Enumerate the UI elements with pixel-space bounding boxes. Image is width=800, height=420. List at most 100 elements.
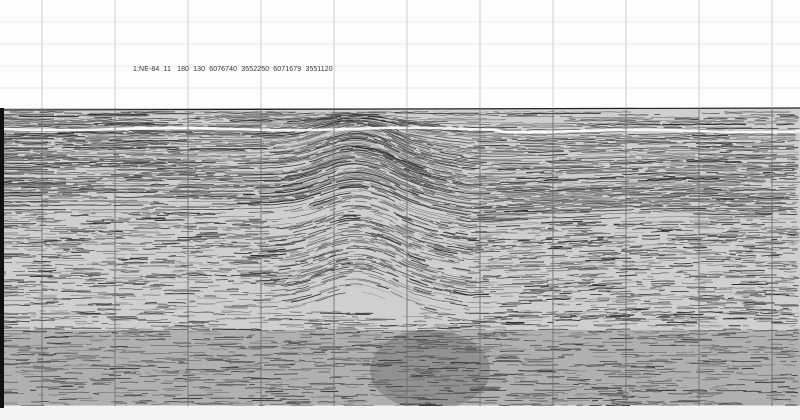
reflector-trace <box>118 218 131 220</box>
reflector-trace <box>231 127 274 129</box>
reflector-trace <box>284 160 351 178</box>
reflector-trace <box>259 243 296 248</box>
reflector-trace <box>776 123 795 126</box>
reflector-trace <box>316 206 324 210</box>
reflector-trace <box>460 194 497 197</box>
reflector-trace <box>343 167 422 191</box>
reflector-trace <box>418 139 461 148</box>
reflector-trace <box>401 219 439 232</box>
reflector-trace <box>431 195 505 204</box>
reflector-trace <box>265 232 302 238</box>
reflector-trace <box>516 176 559 180</box>
reflector-trace <box>189 124 214 126</box>
reflector-trace <box>53 211 73 213</box>
reflector-trace <box>193 240 206 242</box>
reflector-trace <box>491 162 540 165</box>
reflector-trace <box>62 242 99 244</box>
reflector-trace <box>737 162 750 165</box>
reflector-trace <box>82 143 149 145</box>
reflector-trace <box>658 188 695 191</box>
reflector-trace <box>367 120 398 127</box>
reflector-trace <box>602 253 621 255</box>
reflector-trace <box>768 165 799 167</box>
reflector-trace <box>557 240 588 243</box>
reflector-trace <box>432 170 487 179</box>
reflector-trace <box>752 181 765 183</box>
reflector-trace <box>335 178 397 191</box>
reflector-trace <box>427 118 506 121</box>
reflector-trace <box>747 161 796 164</box>
reflector-trace <box>280 170 318 179</box>
reflector-trace <box>699 295 724 297</box>
reflector-trace <box>686 190 741 192</box>
reflector-trace <box>418 121 491 125</box>
reflector-trace <box>18 181 97 183</box>
reflector-trace <box>404 216 429 226</box>
reflector-trace <box>702 167 739 169</box>
reflector-trace <box>267 141 322 153</box>
reflector-trace <box>455 185 486 189</box>
reflector-trace <box>572 217 621 220</box>
reflector-trace <box>286 167 353 185</box>
reflector-trace <box>649 189 728 192</box>
reflector-trace <box>428 169 471 180</box>
reflector-trace <box>86 184 165 187</box>
reflector-trace <box>547 243 566 245</box>
reflector-trace <box>203 196 252 198</box>
reflector-trace <box>593 324 613 327</box>
reflector-trace <box>84 273 109 276</box>
reflector-trace <box>621 264 634 266</box>
reflector-trace <box>791 242 798 244</box>
reflector-trace <box>220 182 287 186</box>
reflector-trace <box>311 199 342 211</box>
reflector-trace <box>337 227 363 231</box>
reflector-trace <box>0 184 79 187</box>
reflector-trace <box>711 197 790 200</box>
reflector-trace <box>581 201 642 206</box>
reflector-trace <box>642 157 649 159</box>
reflector-trace <box>56 180 81 182</box>
reflector-trace <box>724 239 737 242</box>
reflector-trace <box>657 250 688 252</box>
reflector-trace <box>189 241 202 243</box>
reflector-trace <box>560 204 633 208</box>
reflector-trace <box>540 172 553 174</box>
reflector-trace <box>524 265 561 268</box>
reflector-trace <box>647 177 720 181</box>
reflector-trace <box>89 112 132 114</box>
reflector-trace <box>742 165 762 167</box>
reflector-trace <box>638 173 687 176</box>
reflector-trace <box>409 242 422 249</box>
reflector-trace <box>267 223 292 226</box>
reflector-trace <box>215 318 247 320</box>
reflector-trace <box>325 163 380 172</box>
reflector-trace <box>565 238 590 240</box>
reflector-trace <box>552 246 583 249</box>
reflector-trace <box>177 236 202 238</box>
reflector-trace <box>587 122 660 125</box>
reflector-trace <box>187 255 218 257</box>
reflector-trace <box>759 191 796 194</box>
reflector-trace <box>162 191 211 194</box>
reflector-trace <box>464 286 489 289</box>
reflector-trace <box>180 205 241 208</box>
reflector-trace <box>256 159 270 161</box>
reflector-trace <box>153 211 166 213</box>
reflector-trace <box>466 122 480 124</box>
reflector-trace <box>102 121 169 124</box>
reflector-trace <box>225 237 244 239</box>
reflector-trace <box>492 244 517 247</box>
reflector-trace <box>301 204 338 217</box>
reflector-trace <box>127 189 200 192</box>
reflector-trace <box>606 311 619 314</box>
reflector-trace <box>239 248 277 251</box>
reflector-trace <box>766 230 797 233</box>
reflector-trace <box>0 141 49 143</box>
reflector-trace <box>232 242 251 244</box>
reflector-trace <box>729 253 736 256</box>
reflector-trace <box>66 229 104 232</box>
reflector-trace <box>397 230 404 235</box>
reflector-trace <box>581 151 630 154</box>
reflector-trace <box>786 147 799 149</box>
reflector-trace <box>389 172 456 194</box>
